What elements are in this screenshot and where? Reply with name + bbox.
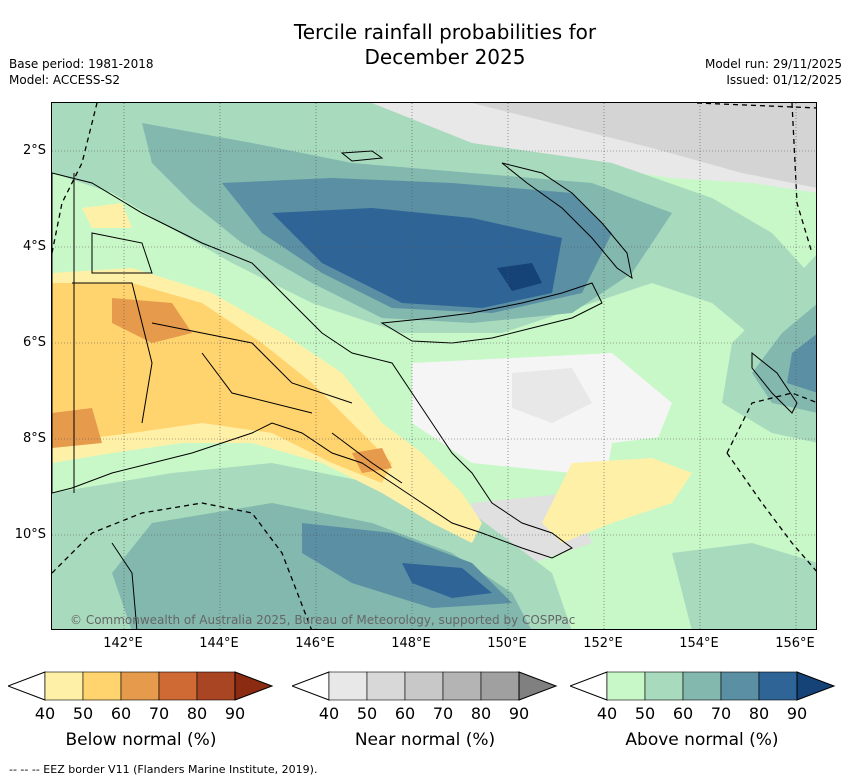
- cb-near-seg-40: [328, 671, 368, 701]
- eez-border-north: [696, 103, 816, 109]
- cb-near-seg-80: [480, 671, 520, 701]
- cb-near-label-40: 40: [318, 704, 340, 723]
- map-title: Tercile rainfall probabilities for Decem…: [200, 20, 690, 70]
- province-borders: [72, 232, 403, 484]
- lon-tick-156e: 156°E: [775, 636, 815, 651]
- lat-tick-2s: 2°S: [22, 143, 46, 158]
- meta-right: Model run: 29/11/2025 Issued: 01/12/2025: [705, 56, 842, 88]
- eez-footnote: -- -- -- EEZ border V11 (Flanders Marine…: [9, 763, 318, 776]
- eez-border-northeast: [791, 103, 813, 254]
- model-run: Model run: 29/11/2025: [704, 57, 842, 71]
- new-ireland-coastline: [501, 162, 633, 280]
- cb-above-label-80: 80: [748, 704, 770, 723]
- cb-above-lower-arrow: [570, 671, 608, 701]
- cb-near-label-80: 80: [470, 704, 492, 723]
- colorbar-near-normal: [292, 671, 558, 701]
- model-name: Model: ACCESS-S2: [9, 73, 121, 87]
- cb-below-seg-70: [158, 671, 198, 701]
- below-normal-40-east: [542, 458, 692, 543]
- cb-below-seg-50: [82, 671, 122, 701]
- issued-date: Issued: 01/12/2025: [726, 73, 842, 87]
- above-normal-50-southeast: [672, 543, 816, 629]
- near-normal-central-dark: [512, 368, 592, 423]
- lat-tick-10s: 10°S: [14, 527, 46, 542]
- cb-above-label-40: 40: [596, 704, 618, 723]
- lon-tick-150e: 150°E: [487, 636, 527, 651]
- cb-above-label-70: 70: [710, 704, 732, 723]
- gridlines: [52, 103, 816, 629]
- lon-tick-146e: 146°E: [295, 636, 335, 651]
- eez-border-south: [52, 502, 312, 629]
- meta-left: Base period: 1981-2018 Model: ACCESS-S2: [9, 56, 154, 88]
- cb-below-label-80: 80: [186, 704, 208, 723]
- cb-above-upper-arrow: [796, 671, 836, 701]
- lat-tick-8s: 8°S: [22, 431, 46, 446]
- map-panel: © Commonwealth of Australia 2025, Bureau…: [51, 102, 817, 630]
- cb-below-seg-40: [44, 671, 84, 701]
- above-normal-80-north: [272, 208, 562, 308]
- cb-above-seg-40: [606, 671, 646, 701]
- cb-below-label-60: 60: [110, 704, 132, 723]
- cb-near-lower-arrow: [292, 671, 330, 701]
- cb-above-label-60: 60: [672, 704, 694, 723]
- cb-above-seg-70: [720, 671, 760, 701]
- cb-near-label-90: 90: [508, 704, 530, 723]
- cb-below-seg-80: [196, 671, 236, 701]
- lon-tick-142e: 142°E: [103, 636, 143, 651]
- near-normal-north-dark: [472, 103, 816, 188]
- cb-above-label-90: 90: [786, 704, 808, 723]
- cb-above-seg-60: [682, 671, 722, 701]
- cb-below-label-70: 70: [148, 704, 170, 723]
- lat-tick-4s: 4°S: [22, 239, 46, 254]
- title-line-2: December 2025: [364, 45, 526, 69]
- australia-coastline: [111, 542, 138, 629]
- lon-tick-144e: 144°E: [199, 636, 239, 651]
- lat-tick-6s: 6°S: [22, 335, 46, 350]
- cb-near-label-60: 60: [394, 704, 416, 723]
- copyright-notice: © Commonwealth of Australia 2025, Bureau…: [70, 613, 576, 627]
- map-svg: [52, 103, 816, 629]
- colorbar-below-normal: [8, 671, 274, 701]
- above-normal-80-south: [402, 563, 492, 598]
- cb-near-label-50: 50: [356, 704, 378, 723]
- eez-border-east: [726, 392, 816, 454]
- below-normal-60-central: [352, 448, 392, 473]
- cb-near-title: Near normal (%): [354, 730, 496, 750]
- cb-below-title: Below normal (%): [65, 730, 217, 750]
- lon-tick-154e: 154°E: [679, 636, 719, 651]
- colorbar-above-normal: [570, 671, 836, 701]
- new-guinea-coastline: [52, 172, 573, 559]
- above-normal-70-east: [787, 334, 816, 393]
- cb-near-seg-70: [442, 671, 482, 701]
- eez-border-northwest: [52, 103, 98, 254]
- lon-tick-148e: 148°E: [391, 636, 431, 651]
- below-normal-60-north: [112, 298, 192, 343]
- title-line-1: Tercile rainfall probabilities for: [293, 20, 597, 44]
- cb-above-seg-80: [758, 671, 798, 701]
- base-period: Base period: 1981-2018: [9, 57, 154, 71]
- cb-above-label-50: 50: [634, 704, 656, 723]
- eez-border-southeast: [726, 452, 816, 572]
- cb-above-title: Above normal (%): [625, 730, 779, 750]
- cb-near-label-70: 70: [432, 704, 454, 723]
- cb-above-seg-50: [644, 671, 684, 701]
- below-normal-60-west: [52, 408, 102, 448]
- cb-below-label-40: 40: [34, 704, 56, 723]
- cb-below-seg-60: [120, 671, 160, 701]
- manus-coastline: [340, 150, 384, 162]
- cb-near-seg-50: [366, 671, 406, 701]
- cb-below-upper-arrow: [234, 671, 274, 701]
- below-normal-40-northwest: [82, 203, 132, 228]
- cb-below-label-50: 50: [72, 704, 94, 723]
- cb-below-label-90: 90: [224, 704, 246, 723]
- cb-near-seg-60: [404, 671, 444, 701]
- cb-near-upper-arrow: [518, 671, 558, 701]
- bougainville-coastline: [751, 351, 798, 414]
- lon-tick-152e: 152°E: [583, 636, 623, 651]
- cb-below-lower-arrow: [8, 671, 46, 701]
